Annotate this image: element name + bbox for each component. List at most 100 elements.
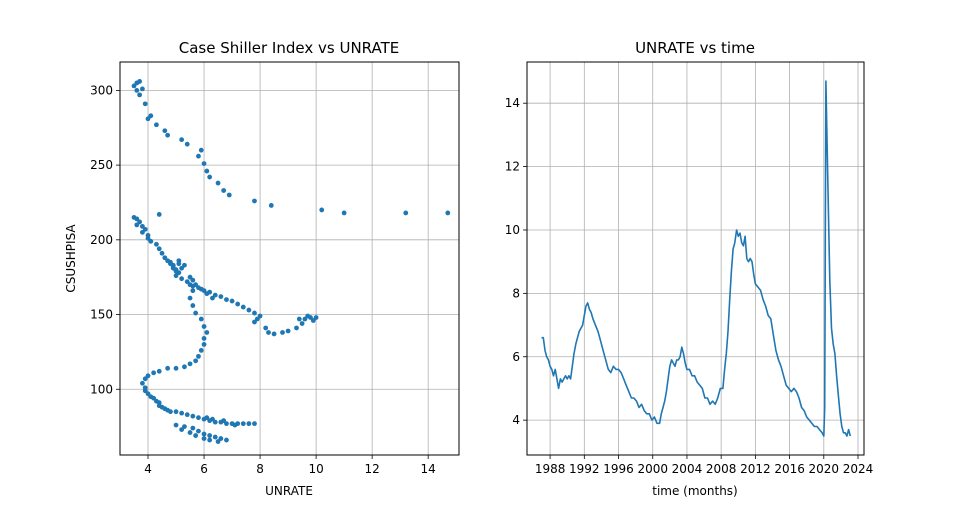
scatter-point [218, 294, 224, 300]
line-x-tick-label: 2020 [809, 462, 840, 476]
line-x-tick-label: 2012 [740, 462, 771, 476]
scatter-point [168, 259, 173, 265]
scatter-point [224, 421, 229, 427]
scatter-point [156, 246, 162, 252]
scatter-point [131, 83, 137, 89]
scatter-point [140, 223, 145, 229]
scatter-point [224, 437, 229, 443]
scatter-point [224, 297, 229, 302]
scatter-point [252, 421, 257, 427]
scatter-point [221, 188, 227, 193]
scatter-grid [120, 62, 459, 455]
scatter-x-tick-label: 12 [365, 462, 380, 476]
scatter-point [182, 424, 187, 430]
scatter-point [201, 324, 207, 329]
line-x-axis-label: time (months) [652, 484, 738, 498]
line-series [541, 80, 852, 437]
scatter-point [229, 298, 235, 304]
scatter-ticks: 4 6 8 10 12 14 100 150 200 250 300 [90, 83, 436, 476]
scatter-x-tick-label: 4 [144, 462, 152, 476]
scatter-point [198, 316, 204, 322]
scatter-point [179, 427, 185, 432]
line-plot-frame [526, 61, 865, 456]
scatter-point [215, 180, 221, 186]
scatter-point [145, 373, 151, 379]
scatter-point [142, 226, 148, 232]
scatter-point [212, 419, 218, 425]
scatter-point [257, 313, 263, 319]
scatter-point [294, 325, 299, 331]
scatter-point [207, 174, 213, 180]
scatter-point [162, 255, 168, 261]
scatter-point [182, 364, 187, 370]
scatter-point [207, 437, 213, 443]
scatter-point [212, 292, 218, 298]
scatter-point [134, 222, 140, 228]
scatter-point [204, 415, 210, 421]
line-x-tick-label: 2016 [774, 462, 805, 476]
scatter-point [201, 436, 207, 441]
scatter-point [201, 431, 207, 437]
scatter-point [266, 330, 271, 335]
line-x-tick-label: 2000 [637, 462, 668, 476]
scatter-point [246, 307, 252, 313]
scatter-point [190, 303, 196, 308]
scatter-point [170, 265, 176, 271]
scatter-point [218, 436, 224, 441]
scatter-point [196, 353, 201, 359]
scatter-point [134, 87, 140, 93]
scatter-point [280, 330, 285, 335]
scatter-point [151, 370, 157, 376]
scatter-point [254, 316, 260, 322]
scatter-point [403, 210, 409, 216]
scatter-point [190, 277, 196, 283]
scatter-point [204, 330, 210, 335]
scatter-point [221, 418, 227, 424]
scatter-y-tick-label: 300 [90, 83, 113, 97]
scatter-point [182, 262, 187, 268]
scatter-point [235, 301, 241, 307]
scatter-point [142, 101, 148, 107]
scatter-point [296, 316, 302, 322]
scatter-point [193, 282, 199, 288]
scatter-point [196, 153, 201, 159]
scatter-point [165, 365, 171, 371]
scatter-point [193, 310, 199, 316]
scatter-point [156, 212, 162, 217]
scatter-point [445, 210, 451, 216]
scatter-y-axis-label: CSUSHPISA [64, 224, 78, 293]
line-x-tick-label: 2024 [843, 462, 874, 476]
line-x-tick-label: 1996 [603, 462, 634, 476]
line-title: UNRATE vs time [635, 39, 755, 57]
scatter-point [140, 380, 145, 386]
scatter-point [134, 216, 140, 222]
scatter-point [201, 161, 207, 167]
scatter-point [148, 238, 154, 244]
scatter-point [168, 409, 173, 415]
scatter-point [190, 425, 196, 431]
scatter-point [173, 365, 179, 371]
scatter-point [310, 318, 316, 323]
scatter-y-tick-label: 250 [90, 158, 113, 172]
line-ticks: 1988 1992 1996 2000 2004 2008 2012 2016 2020 2024… [505, 96, 874, 476]
scatter-x-tick-label: 8 [256, 462, 264, 476]
scatter-point [263, 325, 269, 331]
scatter-point [212, 434, 218, 440]
scatter-point [137, 92, 143, 98]
scatter-point [173, 409, 179, 415]
scatter-point [190, 288, 196, 294]
scatter-point [176, 258, 182, 264]
scatter-point [285, 328, 291, 334]
scatter-point [148, 113, 154, 119]
scatter-point [196, 428, 201, 434]
scatter-point [184, 412, 190, 418]
line-x-tick-label: 2008 [706, 462, 737, 476]
scatter-point [165, 132, 171, 138]
line-y-tick-label: 4 [512, 413, 520, 427]
scatter-point [154, 122, 159, 128]
scatter-point [137, 79, 143, 84]
line-grid [527, 62, 864, 455]
scatter-point [145, 235, 151, 241]
line-y-tick-label: 12 [505, 160, 520, 174]
scatter-point [173, 268, 179, 274]
